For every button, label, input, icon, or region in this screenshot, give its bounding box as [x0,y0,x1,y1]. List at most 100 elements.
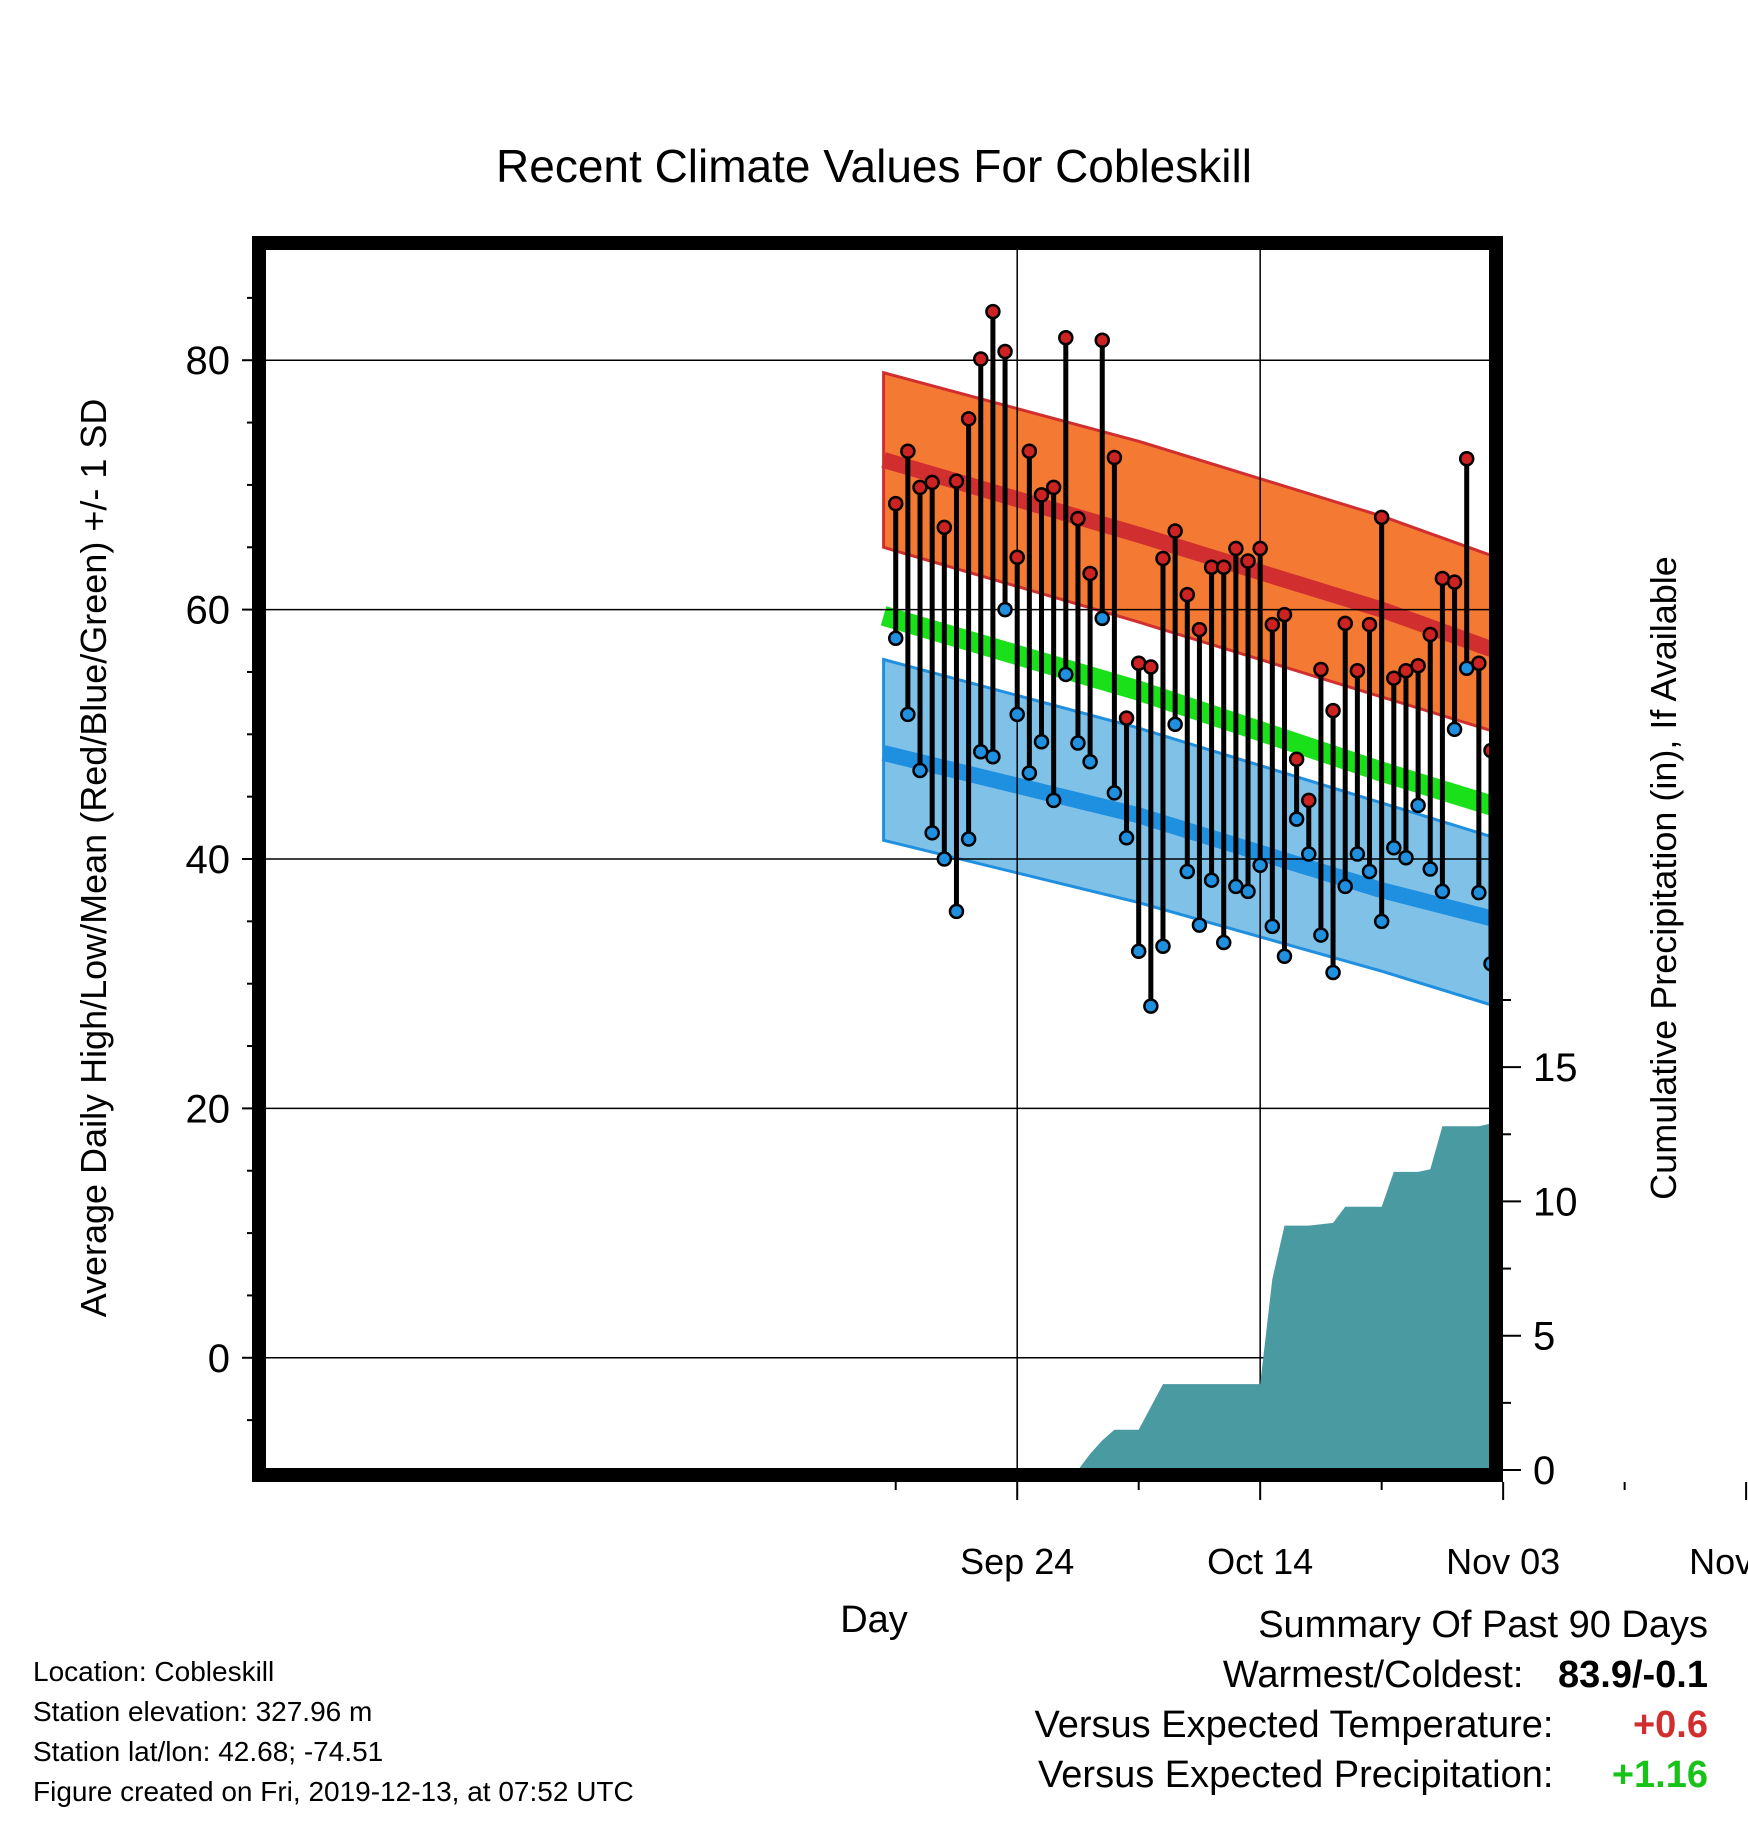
y2-tick-label: 10 [1533,1180,1578,1224]
daily-low-point [1398,850,1414,866]
daily-high-point [924,474,940,491]
daily-high-point [1118,710,1135,726]
summary-title: Summary Of Past 90 Days [1258,1604,1708,1646]
y2-tick-label: 5 [1533,1315,1555,1359]
daily-low-point [1276,948,1293,965]
y2-axis-label: Cumulative Precipitation (in), If Availa… [1643,556,1684,1200]
daily-low-point [1143,998,1159,1014]
daily-high-point [1045,479,1062,496]
daily-low-point [1203,872,1220,888]
daily-low-point [1570,1146,1583,1159]
daily-high-point [985,303,1001,320]
y-tick-label: 40 [186,838,231,882]
daily-low-point [1691,1005,1704,1018]
daily-high-point [1740,834,1748,847]
summary-warmest-coldest: Warmest/Coldest: 83.9/-0.1 [1035,1650,1708,1700]
daily-high-point [936,519,953,536]
daily-high-point [1630,926,1643,939]
daily-low-point [924,825,940,841]
x-tick-label: Sep 24 [960,1541,1074,1582]
y-tick-label: 60 [186,589,231,633]
daily-low-point [1618,1223,1631,1236]
daily-high-point [1252,540,1268,557]
y-tick-label: 20 [186,1087,231,1131]
daily-high-point [1082,565,1098,582]
daily-high-point [1509,743,1522,756]
daily-low-point [1471,884,1487,901]
daily-high-point [1167,523,1183,539]
daily-high-point [1155,550,1171,567]
daily-low-point [1033,734,1050,750]
daily-high-point [1215,559,1232,575]
temperature-label: Versus Expected Temperature: [1034,1704,1554,1746]
daily-high-point [1594,819,1607,832]
daily-low-point [1434,883,1451,900]
summary-panel: Summary Of Past 90 Days Warmest/Coldest:… [1035,1600,1708,1800]
daily-low-point [1082,753,1098,770]
daily-high-point [1179,586,1196,603]
daily-low-point [1703,1007,1716,1020]
daily-low-point [1130,943,1147,960]
precipitation-area [1078,833,1491,1470]
y-tick-label: 0 [208,1337,230,1381]
daily-high-point [1410,657,1426,674]
daily-low-point [1118,830,1135,846]
daily-low-point [1337,878,1353,895]
daily-low-point [960,831,977,847]
summary-temperature: Versus Expected Temperature: +0.6 [1035,1700,1708,1750]
daily-high-point [1276,606,1293,623]
daily-high-point [1471,655,1487,671]
daily-low-point [1106,785,1123,801]
daily-low-point [887,630,904,647]
daily-high-point [1094,332,1110,349]
daily-high-point [1240,553,1256,569]
daily-high-point [1373,509,1390,526]
summary-precipitation: Versus Expected Precipitation: +1.16 [1035,1750,1708,1800]
daily-low-point [1594,1008,1607,1021]
daily-low-point [1252,857,1268,873]
daily-high-point [973,351,989,367]
daily-low-point [1410,797,1426,814]
daily-high-point [1021,443,1038,460]
x-tick-label: Nov 23 [1689,1541,1748,1582]
daily-high-point [1143,659,1159,675]
daily-low-point [1606,1180,1619,1193]
station-info: Location: Cobleskill Station elevation: … [33,1652,634,1812]
daily-low-point [1361,863,1378,880]
warmest-coldest-value: 83.9/-0.1 [1558,1654,1708,1696]
daily-high-point [1545,775,1558,788]
daily-low-point [1094,610,1110,627]
daily-high-point [1521,654,1534,667]
plot-frame [252,236,1503,1482]
daily-low-point [912,762,928,779]
daily-high-point [1033,487,1050,503]
daily-low-point [900,706,916,723]
daily-low-point [1533,960,1546,973]
daily-high-point [1349,662,1366,679]
daily-low-point [1155,938,1171,955]
created-text: Figure created on Fri, 2019-12-13, at 07… [33,1776,634,1807]
daily-high-point [887,495,904,512]
daily-high-point [1618,1077,1631,1090]
daily-high-point [1313,661,1329,678]
warmest-coldest-label: Warmest/Coldest: [1222,1654,1524,1696]
y-tick-label: 80 [186,339,231,383]
daily-high-point [1446,574,1463,590]
daily-low-point [1021,765,1038,781]
daily-high-point [1715,818,1728,831]
daily-high-point [1288,751,1305,767]
daily-low-point [936,851,953,867]
daily-low-point [1582,963,1595,976]
daily-low-point [1386,840,1402,856]
daily-high-point [900,443,916,460]
y-axis-label: Average Daily High/Low/Mean (Red/Blue/Gr… [73,399,114,1318]
daily-low-point [1313,927,1329,943]
daily-high-point [1570,900,1583,913]
daily-high-point [1070,510,1086,527]
daily-low-point [1167,716,1183,733]
daily-low-point [1240,883,1256,900]
daily-low-point [1521,931,1534,944]
daily-low-point [1349,846,1366,862]
daily-low-point [1446,721,1463,738]
